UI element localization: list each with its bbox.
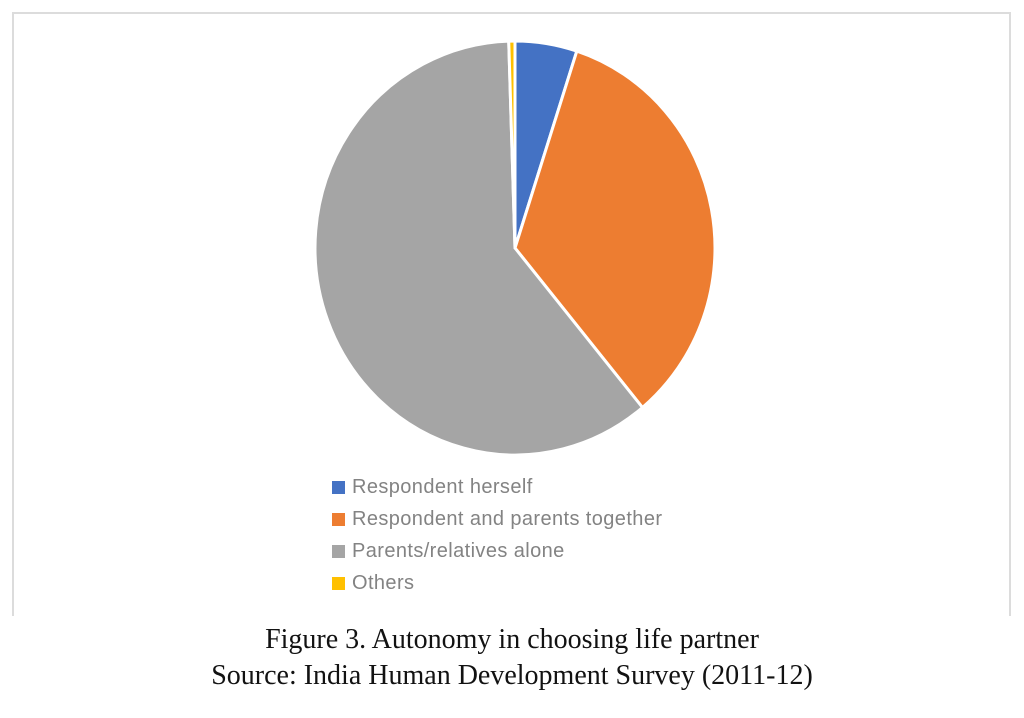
legend-item: Respondent herself — [332, 475, 662, 499]
pie-chart — [313, 39, 717, 457]
legend-label: Others — [352, 572, 415, 594]
pie-slice-respondent-and-parents-together — [513, 49, 717, 409]
legend-item: Others — [332, 571, 662, 595]
figure-caption-source: Source: India Human Development Survey (… — [211, 660, 813, 691]
chart-frame: Respondent herself Respondent and parents… — [12, 12, 1011, 616]
legend-swatch-icon — [332, 480, 345, 494]
pie-slice-others — [507, 39, 517, 250]
legend-swatch-icon — [332, 512, 345, 526]
legend-label: Parents/relatives alone — [352, 540, 565, 562]
legend-item: Parents/relatives alone — [332, 539, 662, 563]
figure-caption: Figure 3. Autonomy in choosing life part… — [0, 622, 1024, 694]
legend-label: Respondent herself — [352, 476, 533, 498]
figure-caption-title: Figure 3. Autonomy in choosing life part… — [265, 624, 759, 655]
legend-item: Respondent and parents together — [332, 507, 662, 531]
pie-slice-parents-relatives-alone — [313, 39, 644, 457]
legend-label: Respondent and parents together — [352, 508, 663, 530]
legend-swatch-icon — [332, 576, 345, 590]
pie-legend: Respondent herself Respondent and parents… — [332, 475, 662, 595]
legend-swatch-icon — [332, 544, 345, 558]
